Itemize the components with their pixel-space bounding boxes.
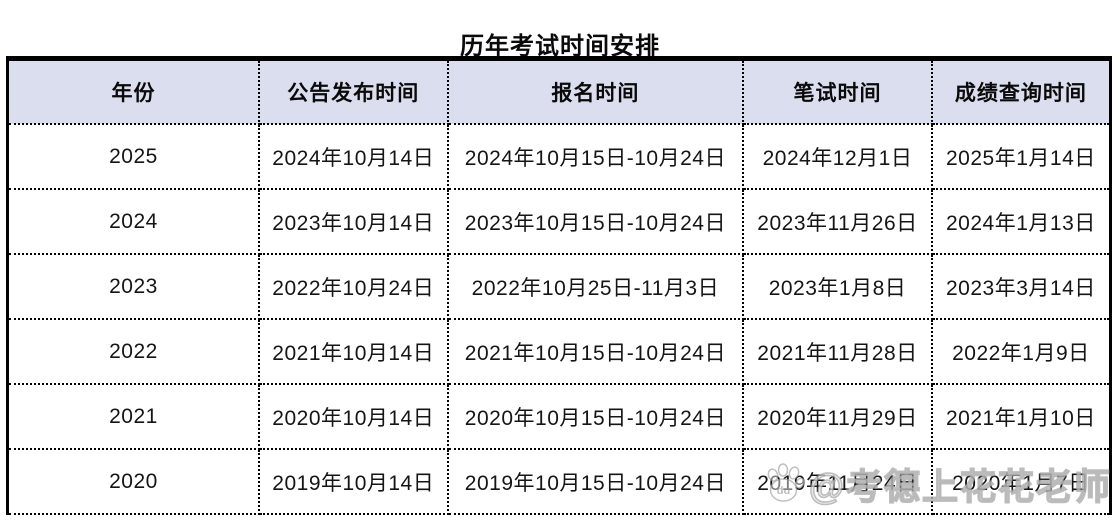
table-row: 2022 2021年10月14日 2021年10月15日-10月24日 2021年11… xyxy=(6,318,1112,385)
table-cell: 2023年10月14日 xyxy=(257,188,449,255)
table-cell: 2020年11月29日 xyxy=(742,383,933,450)
table-cell: 2024 xyxy=(6,188,260,255)
table-cell: 2025年1月14日 xyxy=(930,123,1112,190)
table-cell: 2019年10月15日-10月24日 xyxy=(446,448,745,515)
table-row: 2020 2019年10月14日 2019年10月15日-10月24日 2019年11… xyxy=(6,448,1112,515)
column-header-written-exam-time: 笔试时间 xyxy=(742,57,933,125)
column-header-year: 年份 xyxy=(6,57,260,125)
table-cell: 2022年10月25日-11月3日 xyxy=(446,253,745,320)
table-cell: 2023年10月15日-10月24日 xyxy=(446,188,745,255)
table-cell: 2024年12月1日 xyxy=(742,123,933,190)
table-cell: 2023年1月8日 xyxy=(742,253,933,320)
column-header-score-inquiry-time: 成绩查询时间 xyxy=(930,57,1112,125)
table-cell: 2022 xyxy=(6,318,260,385)
table-cell: 2024年10月14日 xyxy=(257,123,449,190)
table-row: 2024 2023年10月14日 2023年10月15日-10月24日 2023年11… xyxy=(6,188,1112,255)
table-body: 2025 2024年10月14日 2024年10月15日-10月24日 2024年12… xyxy=(6,123,1112,515)
table-cell: 2023 xyxy=(6,253,260,320)
header-row: 年份 公告发布时间 报名时间 笔试时间 成绩查询时间 xyxy=(6,57,1112,125)
table-cell: 2023年11月26日 xyxy=(742,188,933,255)
page-title: 历年考试时间安排 xyxy=(460,33,660,60)
table-cell: 2021年10月15日-10月24日 xyxy=(446,318,745,385)
table-cell: 2019年10月14日 xyxy=(257,448,449,515)
exam-schedule-table: 年份 公告发布时间 报名时间 笔试时间 成绩查询时间 2025 2024年10月1… xyxy=(6,56,1112,515)
table-cell: 2022年10月24日 xyxy=(257,253,449,320)
table-header: 年份 公告发布时间 报名时间 笔试时间 成绩查询时间 xyxy=(6,57,1112,125)
table-cell: 2019年11月24日 xyxy=(742,448,933,515)
column-header-registration-time: 报名时间 xyxy=(446,57,745,125)
table-row: 2025 2024年10月14日 2024年10月15日-10月24日 2024年12… xyxy=(6,123,1112,190)
table-cell: 2020年10月15日-10月24日 xyxy=(446,383,745,450)
table-cell: 2021年10月14日 xyxy=(257,318,449,385)
table-cell: 2024年10月15日-10月24日 xyxy=(446,123,745,190)
table-cell: 2023年3月14日 xyxy=(930,253,1112,320)
table-cell: 2022年1月9日 xyxy=(930,318,1112,385)
table-cell: 2021年1月10日 xyxy=(930,383,1112,450)
table-cell: 2021年11月28日 xyxy=(742,318,933,385)
table-cell: 2020年10月14日 xyxy=(257,383,449,450)
table-cell: 2024年1月13日 xyxy=(930,188,1112,255)
column-header-announcement-time: 公告发布时间 xyxy=(257,57,449,125)
table-cell: 2025 xyxy=(6,123,260,190)
table-row: 2021 2020年10月14日 2020年10月15日-10月24日 2020年11… xyxy=(6,383,1112,450)
table-cell: 2021 xyxy=(6,383,260,450)
table-row: 2023 2022年10月24日 2022年10月25日-11月3日 2023年1月8… xyxy=(6,253,1112,320)
table-cell: 2020 xyxy=(6,448,260,515)
table-cell: 2020年1月7日 xyxy=(930,448,1112,515)
